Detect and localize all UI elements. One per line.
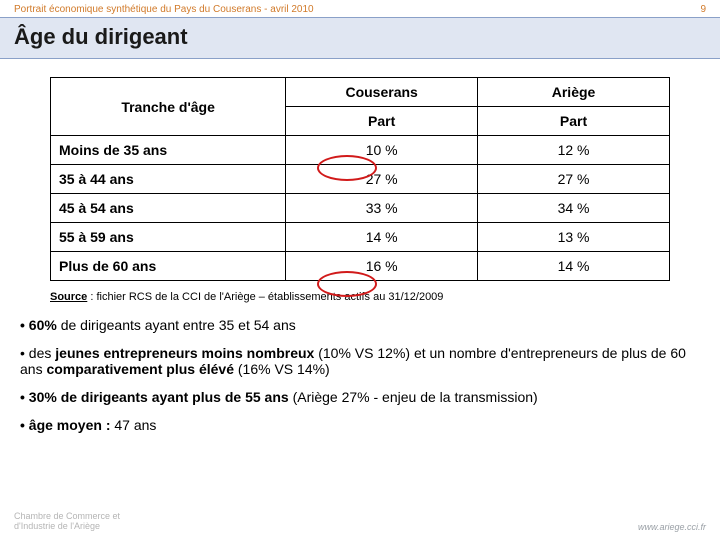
col2-header: Ariège [478,78,670,107]
cell: 10 % [286,136,478,165]
bullet-3-bold: • 30% de dirigeants ayant plus de 55 ans [20,389,293,405]
bullet-4-text: 47 ans [114,417,156,433]
row-label: 35 à 44 ans [51,165,286,194]
col1-sub: Part [286,107,478,136]
bullet-3: • 30% de dirigeants ayant plus de 55 ans… [20,389,700,405]
row-label: 55 à 59 ans [51,223,286,252]
row-label: Plus de 60 ans [51,252,286,281]
cell: 33 % [286,194,478,223]
table-row: 45 à 54 ans 33 % 34 % [51,194,670,223]
bullet-4-bold: • âge moyen : [20,417,114,433]
row-label: 45 à 54 ans [51,194,286,223]
cell: 27 % [478,165,670,194]
bullet-1-text: de dirigeants ayant entre 35 et 54 ans [61,317,296,333]
corner-header: Tranche d'âge [51,78,286,136]
cell: 27 % [286,165,478,194]
doc-header: Portrait économique synthétique du Pays … [0,0,720,17]
table-row: 55 à 59 ans 14 % 13 % [51,223,670,252]
bullet-1: • 60% de dirigeants ayant entre 35 et 54… [20,317,700,333]
table-row: Plus de 60 ans 16 % 14 % [51,252,670,281]
bullet-3-text: (Ariège 27% - enjeu de la transmission) [293,389,538,405]
row-label: Moins de 35 ans [51,136,286,165]
footer-cci-line2: d'Industrie de l'Ariège [14,522,120,532]
footer-cci: Chambre de Commerce et d'Industrie de l'… [14,512,120,532]
bullet-2-bold1: jeunes entrepreneurs moins nombreux [55,345,318,361]
title-band: Âge du dirigeant [0,17,720,59]
footer-url: www.ariege.cci.fr [638,522,706,532]
bullet-1-bold: • 60% [20,317,61,333]
footer: Chambre de Commerce et d'Industrie de l'… [14,512,706,532]
table-container: Tranche d'âge Couserans Ariège Part Part… [0,59,720,287]
slide-title: Âge du dirigeant [14,24,706,50]
slide: Portrait économique synthétique du Pays … [0,0,720,540]
bullet-4: • âge moyen : 47 ans [20,417,700,433]
cell: 16 % [286,252,478,281]
doc-title: Portrait économique synthétique du Pays … [14,4,314,15]
col1-header: Couserans [286,78,478,107]
bullet-list: • 60% de dirigeants ayant entre 35 et 54… [0,303,720,433]
table-header-row: Tranche d'âge Couserans Ariège [51,78,670,107]
source-label: Source [50,291,87,303]
bullet-2: • des jeunes entrepreneurs moins nombreu… [20,345,700,377]
page-number: 9 [700,4,706,15]
bullet-2-end: (16% VS 14%) [238,361,330,377]
cell: 14 % [286,223,478,252]
cell: 12 % [478,136,670,165]
table-row: 35 à 44 ans 27 % 27 % [51,165,670,194]
cell: 13 % [478,223,670,252]
age-table: Tranche d'âge Couserans Ariège Part Part… [50,77,670,281]
bullet-2-pre: • des [20,345,55,361]
table-row: Moins de 35 ans 10 % 12 % [51,136,670,165]
col2-sub: Part [478,107,670,136]
source-text: : fichier RCS de la CCI de l'Ariège – ét… [87,291,443,303]
source-line: Source : fichier RCS de la CCI de l'Ariè… [0,287,720,303]
cell: 14 % [478,252,670,281]
cell: 34 % [478,194,670,223]
bullet-2-bold2: comparativement plus élévé [46,361,237,377]
